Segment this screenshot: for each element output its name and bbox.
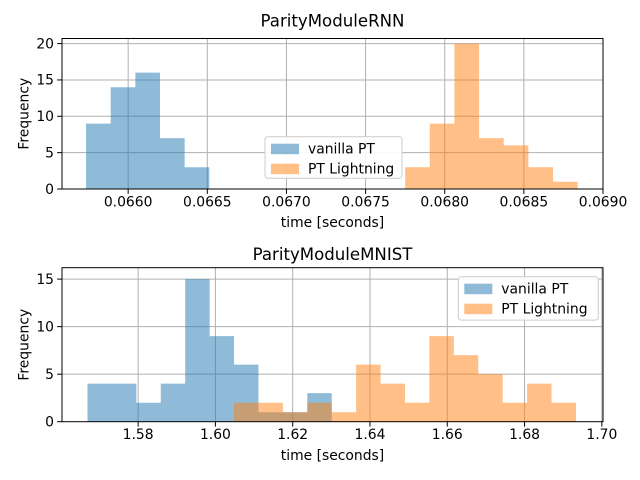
histogram-vanilla-pt — [86, 72, 210, 189]
x-tick-label: 0.0675 — [341, 195, 390, 211]
legend — [457, 276, 599, 321]
histogram-vanilla-pt — [87, 279, 332, 422]
y-tick-label: 0 — [45, 415, 54, 431]
legend-swatch-vanilla-pt — [464, 283, 493, 295]
x-tick-label: 1.68 — [509, 427, 540, 443]
plot-border — [61, 267, 604, 423]
y-tick-label: 10 — [36, 319, 54, 335]
x-tick-label: 0.0660 — [104, 195, 153, 211]
legend — [264, 136, 403, 179]
x-tick-label: 0.0670 — [262, 195, 311, 211]
y-tick-label: 20 — [36, 36, 54, 52]
x-tick-label: 0.0685 — [500, 195, 549, 211]
histogram-pt-lightning — [405, 43, 578, 190]
legend-swatch-pt-lightning — [464, 303, 493, 315]
plot-area: 1.58 1.60 1.62 1.64 1.66 1.68 1.70 0 5 10 15 vanill… — [36, 267, 617, 443]
plot-border — [61, 38, 604, 190]
legend-swatch-pt-lightning — [271, 163, 299, 175]
x-axis-label: time [seconds] — [281, 448, 384, 464]
legend-swatch-vanilla-pt — [271, 143, 299, 155]
x-tick-label: 0.0690 — [579, 195, 628, 211]
x-tick-label: 1.60 — [200, 427, 231, 443]
x-tick-label: 1.66 — [432, 427, 463, 443]
x-axis-label: time [seconds] — [281, 215, 384, 231]
chart-title: ParityModuleRNN — [261, 12, 405, 31]
chart-parity-module-mnist: ParityModuleMNIST 1.58 1.60 1.62 1.64 1.66 1.… — [17, 245, 618, 464]
y-axis-label: Frequency — [17, 78, 33, 150]
y-tick-label: 5 — [45, 145, 54, 161]
x-tick-label: 0.0665 — [183, 195, 232, 211]
chart-parity-module-rnn: ParityModuleRNN 0.0660 0.0665 0.0670 0.0675… — [17, 12, 628, 232]
x-tick-label: 1.58 — [123, 427, 154, 443]
y-tick-label: 15 — [36, 272, 54, 288]
plot-area: 0.0660 0.0665 0.0670 0.0675 0.0680 0.0685 0.06… — [36, 36, 627, 210]
x-tick-label: 1.70 — [586, 427, 617, 443]
legend-label: PT Lightning — [501, 302, 587, 318]
y-axis-label: Frequency — [17, 309, 33, 381]
y-tick-label: 15 — [36, 73, 54, 89]
legend-label: vanilla PT — [308, 142, 375, 158]
y-tick-label: 10 — [36, 109, 54, 125]
legend-label: PT Lightning — [308, 162, 394, 178]
y-tick-label: 5 — [45, 367, 54, 383]
x-tick-label: 1.64 — [355, 427, 386, 443]
chart-title: ParityModuleMNIST — [253, 245, 414, 264]
histogram-pt-lightning — [234, 336, 576, 422]
x-tick-label: 0.0680 — [420, 195, 469, 211]
x-tick-label: 1.62 — [277, 427, 308, 443]
y-tick-label: 0 — [45, 182, 54, 198]
legend-label: vanilla PT — [501, 282, 568, 298]
